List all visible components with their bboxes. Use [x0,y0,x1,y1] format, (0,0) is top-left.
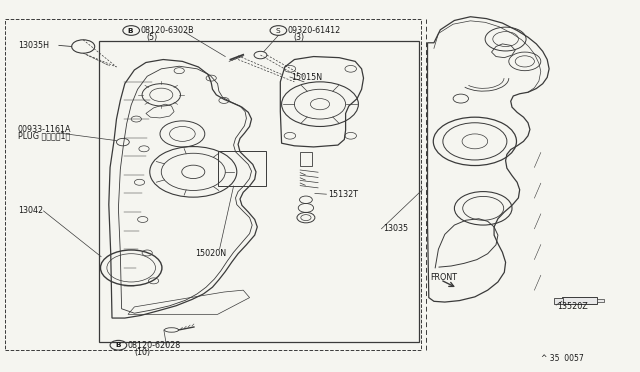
Bar [562,297,597,304]
Bar [597,299,604,302]
Text: (3): (3) [293,33,304,42]
Text: (5): (5) [146,33,157,42]
Text: FRONT: FRONT [430,273,457,282]
Text: 15132T: 15132T [328,190,358,199]
Text: (10): (10) [134,348,150,357]
Text: B: B [128,28,133,33]
Text: B: B [115,342,120,348]
Text: 13520Z: 13520Z [557,302,588,311]
Text: 13035H: 13035H [18,41,49,50]
Bar [99,41,419,342]
Text: 09320-61412: 09320-61412 [288,26,341,35]
Text: 13042: 13042 [18,206,43,215]
Text: 13035: 13035 [383,224,408,233]
Text: 15020N: 15020N [195,249,227,258]
Bar [300,152,312,166]
Text: 08120-6302B: 08120-6302B [141,26,195,35]
Bar [554,298,563,304]
Text: 08120-62028: 08120-62028 [128,341,181,350]
Text: 00933-1161A: 00933-1161A [18,125,72,134]
Bar [5,19,421,350]
Text: S: S [275,28,280,33]
Bar [218,151,266,186]
Text: ^ 35  0057: ^ 35 0057 [541,354,584,363]
Text: PLUG プラグ（1）: PLUG プラグ（1） [18,132,70,141]
Text: 15015N: 15015N [291,73,323,81]
